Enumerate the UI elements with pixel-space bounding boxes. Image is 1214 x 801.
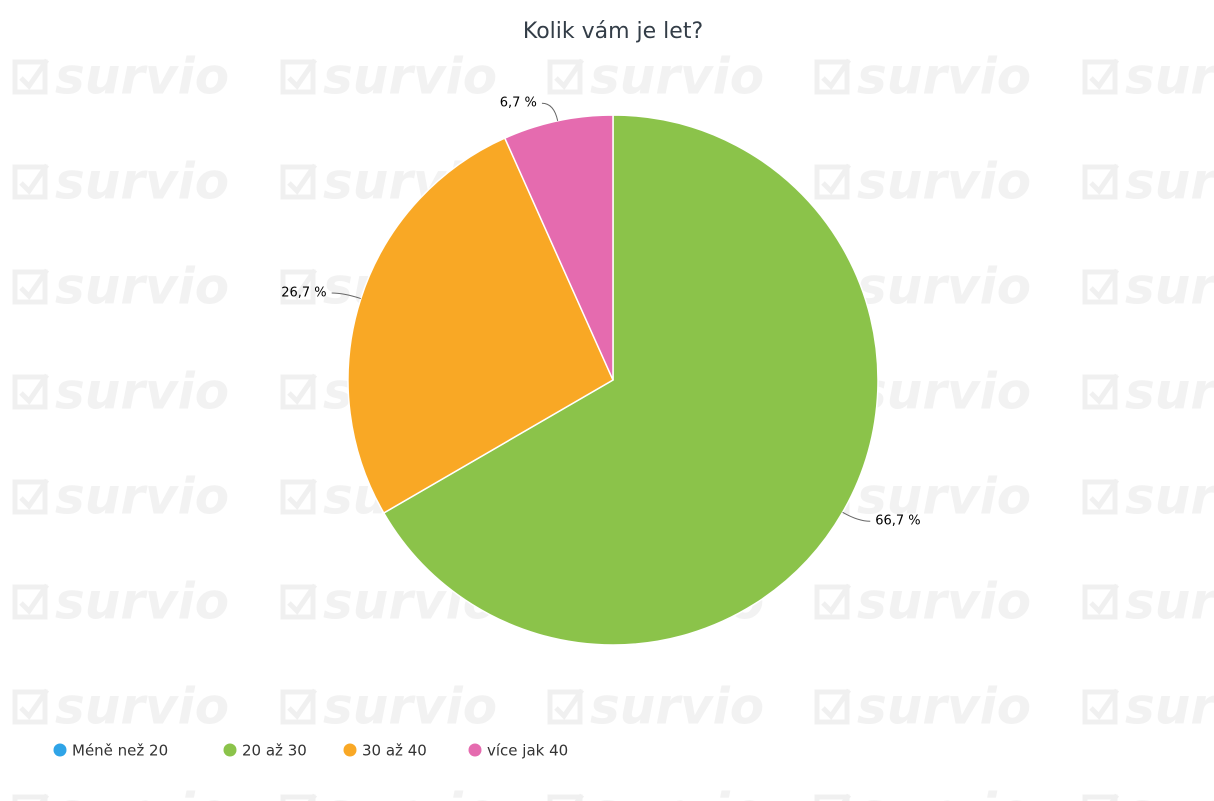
watermark-text: survio	[55, 678, 229, 736]
watermark-check	[1082, 373, 1120, 410]
watermark-check	[280, 268, 318, 305]
watermark-text: survio	[55, 363, 229, 421]
watermark-text: survio	[857, 363, 1031, 421]
watermark-check	[12, 688, 50, 725]
watermark-text: survio	[1125, 153, 1214, 211]
watermark-check	[1082, 268, 1120, 305]
legend-marker	[468, 743, 482, 757]
watermark-check	[1082, 163, 1120, 200]
leader-line	[331, 292, 361, 300]
legend-marker	[53, 743, 67, 757]
watermark-text: survio	[590, 783, 764, 801]
watermark-check	[547, 688, 585, 725]
watermark-text: survio	[857, 678, 1031, 736]
watermark-text: survio	[1125, 468, 1214, 526]
leader-line	[541, 102, 559, 121]
watermark-text: survio	[857, 783, 1031, 801]
data-label: 6,7 %	[500, 96, 537, 111]
watermark-check	[280, 478, 318, 515]
watermark-text: survio	[55, 48, 229, 106]
legend-label: více jak 40	[487, 742, 568, 760]
watermark-text: survio	[1125, 258, 1214, 316]
chart-title: Kolik vám je let?	[523, 19, 703, 44]
legend-label: 20 až 30	[242, 742, 307, 760]
watermark-check	[814, 688, 852, 725]
watermark-check	[1082, 793, 1120, 801]
watermark-check	[1082, 478, 1120, 515]
watermark-check	[1082, 58, 1120, 95]
watermark-text: survio	[55, 573, 229, 631]
watermark-text: survio	[857, 48, 1031, 106]
watermark-check	[12, 373, 50, 410]
watermark-text: survio	[857, 153, 1031, 211]
watermark-check	[280, 583, 318, 620]
watermark-text: survio	[1125, 678, 1214, 736]
legend-label: Méně než 20	[72, 742, 168, 760]
watermark-text: survio	[323, 678, 497, 736]
watermark-check	[280, 163, 318, 200]
watermark-text: survio	[1125, 363, 1214, 421]
pie-slice	[503, 114, 614, 381]
watermark-check	[1082, 583, 1120, 620]
watermark-check	[280, 58, 318, 95]
watermark-check	[12, 163, 50, 200]
watermark-check	[280, 688, 318, 725]
watermark-text: survio	[857, 468, 1031, 526]
watermark-text: survio	[1125, 573, 1214, 631]
watermark-check	[12, 58, 50, 95]
watermark-text: survio	[590, 678, 764, 736]
data-label: 66,7 %	[875, 514, 920, 529]
watermark-text: survio	[55, 468, 229, 526]
watermark-text: survio	[1125, 783, 1214, 801]
watermark-text: survio	[590, 48, 764, 106]
watermark-text: survio	[55, 258, 229, 316]
watermark-check	[280, 793, 318, 801]
legend-label: 30 až 40	[362, 742, 427, 760]
watermark-check	[12, 478, 50, 515]
watermark-check	[280, 373, 318, 410]
pie-slice	[347, 137, 614, 515]
watermark-text: survio	[55, 783, 229, 801]
watermark-check	[12, 793, 50, 801]
watermark-check	[12, 583, 50, 620]
watermark-text: survio	[323, 48, 497, 106]
watermark-text: survio	[323, 783, 497, 801]
watermark-check	[547, 793, 585, 801]
watermark-check	[814, 58, 852, 95]
legend-marker	[343, 743, 357, 757]
watermark-check	[814, 583, 852, 620]
watermark-check	[814, 163, 852, 200]
watermark-check	[1082, 688, 1120, 725]
watermark-text: survio	[1125, 48, 1214, 106]
data-label: 26,7 %	[281, 286, 326, 301]
watermark-check	[547, 58, 585, 95]
watermark-check	[814, 793, 852, 801]
watermark-text: survio	[857, 258, 1031, 316]
watermark-text: survio	[857, 573, 1031, 631]
watermark-check	[12, 268, 50, 305]
leader-line	[842, 511, 871, 522]
watermark-text: survio	[55, 153, 229, 211]
legend-marker	[223, 743, 237, 757]
